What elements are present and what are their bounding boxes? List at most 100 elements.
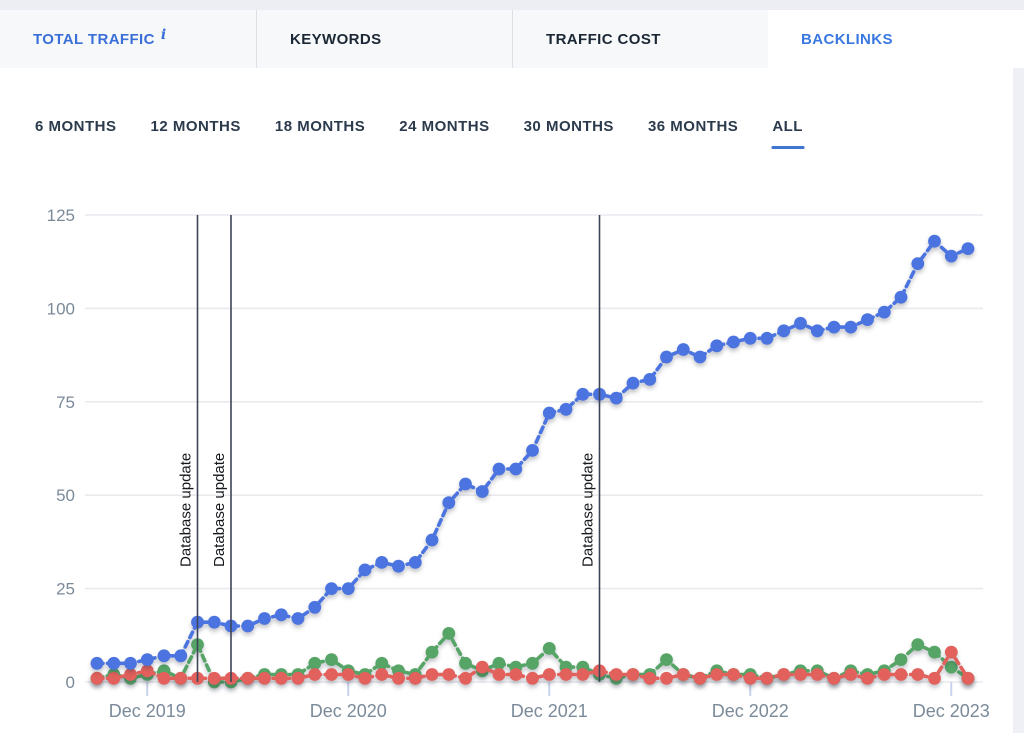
data-point-blue[interactable] <box>308 600 322 614</box>
data-point-red[interactable] <box>358 671 372 685</box>
data-point-blue[interactable] <box>710 339 724 353</box>
data-point-green[interactable] <box>911 638 925 651</box>
data-point-blue[interactable] <box>509 462 523 476</box>
data-point-green[interactable] <box>894 653 908 666</box>
data-point-red[interactable] <box>810 668 824 681</box>
tab-keywords[interactable]: KEYWORDS <box>256 10 512 68</box>
data-point-blue[interactable] <box>274 608 288 622</box>
data-point-red[interactable] <box>710 668 724 681</box>
data-point-blue[interactable] <box>475 485 489 498</box>
data-point-green[interactable] <box>442 627 456 640</box>
data-point-red[interactable] <box>425 668 439 681</box>
data-point-blue[interactable] <box>827 320 841 334</box>
data-point-red[interactable] <box>291 671 305 685</box>
data-point-blue[interactable] <box>325 582 338 595</box>
data-point-green[interactable] <box>526 656 539 670</box>
data-point-red[interactable] <box>576 668 590 681</box>
data-point-red[interactable] <box>157 671 171 685</box>
data-point-red[interactable] <box>676 668 690 681</box>
data-point-blue[interactable] <box>341 582 355 595</box>
data-point-blue[interactable] <box>207 615 221 629</box>
data-point-red[interactable] <box>509 668 523 681</box>
data-point-blue[interactable] <box>492 462 506 476</box>
data-point-red[interactable] <box>492 668 506 681</box>
data-point-red[interactable] <box>877 668 891 681</box>
data-point-blue[interactable] <box>844 320 858 334</box>
data-point-blue[interactable] <box>425 533 439 547</box>
data-point-green[interactable] <box>375 656 389 670</box>
data-point-blue[interactable] <box>559 402 573 416</box>
data-point-red[interactable] <box>107 671 121 685</box>
data-point-green[interactable] <box>944 660 958 674</box>
data-point-red[interactable] <box>459 671 472 685</box>
data-point-blue[interactable] <box>140 653 154 666</box>
tab-total-traffic[interactable]: TOTAL TRAFFIC i <box>0 10 256 68</box>
data-point-blue[interactable] <box>626 376 640 390</box>
data-point-red[interactable] <box>844 668 858 681</box>
data-point-red[interactable] <box>207 671 221 685</box>
data-point-red[interactable] <box>392 671 405 685</box>
data-point-blue[interactable] <box>375 556 389 569</box>
data-point-red[interactable] <box>140 664 154 678</box>
period-24-months[interactable]: 24 MONTHS <box>399 118 490 135</box>
data-point-blue[interactable] <box>408 556 422 569</box>
data-point-red[interactable] <box>308 668 322 681</box>
info-icon[interactable]: i <box>160 27 167 43</box>
data-point-red[interactable] <box>375 668 389 681</box>
data-point-red[interactable] <box>911 668 925 681</box>
data-point-green[interactable] <box>660 653 673 666</box>
data-point-blue[interactable] <box>107 656 121 670</box>
period-all[interactable]: ALL <box>772 118 803 149</box>
data-point-red[interactable] <box>559 668 573 681</box>
data-point-green[interactable] <box>325 653 338 666</box>
data-point-red[interactable] <box>542 668 556 681</box>
data-point-red[interactable] <box>626 668 640 681</box>
data-point-blue[interactable] <box>894 290 908 304</box>
data-point-red[interactable] <box>944 645 958 659</box>
data-point-blue[interactable] <box>911 257 925 270</box>
data-point-blue[interactable] <box>777 324 791 338</box>
data-point-red[interactable] <box>760 671 774 685</box>
data-point-blue[interactable] <box>526 444 539 457</box>
backlinks-chart[interactable]: 0 25 50 75 100 125 Dec 2019 Dec 2020 Dec 2021 Dec… <box>0 175 1024 733</box>
period-30-months[interactable]: 30 MONTHS <box>523 118 614 135</box>
data-point-blue[interactable] <box>609 391 623 405</box>
data-point-red[interactable] <box>827 671 841 685</box>
data-point-green[interactable] <box>492 656 506 670</box>
data-point-red[interactable] <box>727 668 740 681</box>
data-point-blue[interactable] <box>660 350 673 364</box>
data-point-blue[interactable] <box>743 331 757 345</box>
data-point-red[interactable] <box>241 671 255 685</box>
data-point-red[interactable] <box>258 671 271 685</box>
data-point-blue[interactable] <box>643 373 657 386</box>
data-point-blue[interactable] <box>794 316 807 330</box>
data-point-red[interactable] <box>928 671 941 685</box>
data-point-blue[interactable] <box>392 559 405 573</box>
data-point-blue[interactable] <box>944 249 958 263</box>
data-point-blue[interactable] <box>877 305 891 319</box>
data-point-red[interactable] <box>861 671 874 685</box>
data-point-red[interactable] <box>693 671 707 685</box>
tab-backlinks[interactable]: BACKLINKS <box>768 10 1024 68</box>
data-point-blue[interactable] <box>442 496 456 510</box>
data-point-green[interactable] <box>928 645 941 659</box>
period-18-months[interactable]: 18 MONTHS <box>274 118 366 135</box>
data-point-red[interactable] <box>961 671 975 685</box>
data-point-blue[interactable] <box>961 242 975 255</box>
data-point-blue[interactable] <box>90 656 104 670</box>
data-point-red[interactable] <box>777 668 791 681</box>
data-point-red[interactable] <box>794 668 807 681</box>
data-point-red[interactable] <box>124 668 137 681</box>
data-point-blue[interactable] <box>861 313 874 326</box>
data-point-red[interactable] <box>174 671 188 685</box>
data-point-blue[interactable] <box>291 612 305 625</box>
data-point-red[interactable] <box>90 671 104 685</box>
data-point-green[interactable] <box>425 645 439 659</box>
data-point-blue[interactable] <box>727 335 740 349</box>
data-point-red[interactable] <box>609 668 623 681</box>
data-point-red[interactable] <box>894 668 908 681</box>
data-point-blue[interactable] <box>459 477 472 491</box>
data-point-red[interactable] <box>526 671 539 685</box>
data-point-blue[interactable] <box>258 612 271 625</box>
